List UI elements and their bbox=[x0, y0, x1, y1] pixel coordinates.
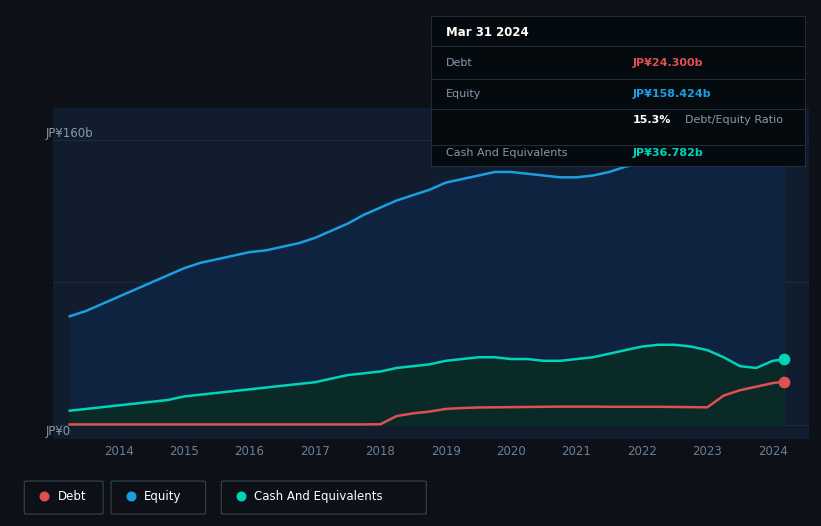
Point bbox=[777, 138, 791, 147]
FancyBboxPatch shape bbox=[25, 481, 103, 514]
Text: JP¥160b: JP¥160b bbox=[46, 127, 94, 140]
Text: 15.3%: 15.3% bbox=[633, 115, 671, 125]
Text: Cash And Equivalents: Cash And Equivalents bbox=[255, 490, 383, 503]
Text: JP¥36.782b: JP¥36.782b bbox=[633, 148, 704, 158]
Text: Equity: Equity bbox=[144, 490, 181, 503]
FancyBboxPatch shape bbox=[222, 481, 426, 514]
FancyBboxPatch shape bbox=[111, 481, 205, 514]
Point bbox=[777, 378, 791, 386]
Text: JP¥24.300b: JP¥24.300b bbox=[633, 58, 704, 68]
Text: Mar 31 2024: Mar 31 2024 bbox=[446, 26, 529, 39]
Point bbox=[235, 492, 248, 500]
Point bbox=[124, 492, 137, 500]
Text: Debt/Equity Ratio: Debt/Equity Ratio bbox=[685, 115, 783, 125]
Point bbox=[38, 492, 51, 500]
Text: JP¥158.424b: JP¥158.424b bbox=[633, 89, 711, 99]
Text: Debt: Debt bbox=[446, 58, 473, 68]
Text: JP¥0: JP¥0 bbox=[46, 425, 71, 438]
Text: Debt: Debt bbox=[57, 490, 86, 503]
Text: Cash And Equivalents: Cash And Equivalents bbox=[446, 148, 567, 158]
Text: Equity: Equity bbox=[446, 89, 481, 99]
Point bbox=[777, 355, 791, 363]
